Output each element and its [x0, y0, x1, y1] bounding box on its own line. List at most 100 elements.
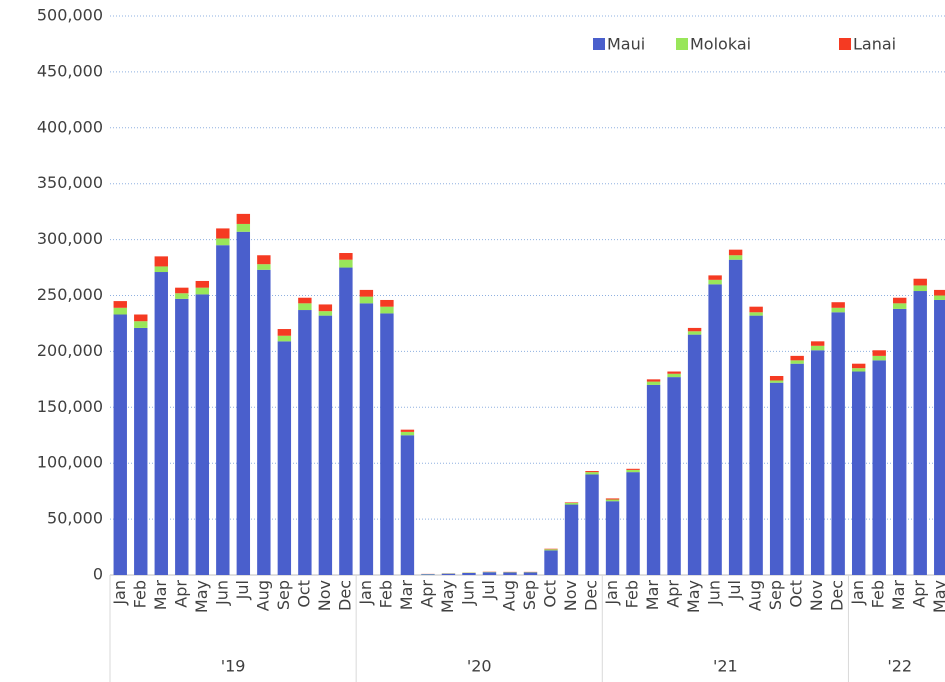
- x-tick-label: Dec: [582, 580, 601, 611]
- bar-segment: [893, 303, 907, 309]
- x-tick-label: Dec: [335, 580, 354, 611]
- bar-segment: [585, 472, 599, 475]
- y-tick-label: 400,000: [37, 117, 103, 136]
- bar-segment: [851, 368, 866, 372]
- bar-segment: [769, 382, 784, 575]
- bar-segment: [851, 363, 866, 369]
- bar-segment: [400, 429, 415, 432]
- bar-segment: [195, 294, 210, 575]
- bar-segment: [400, 435, 415, 575]
- bar-segment: [359, 289, 374, 297]
- bar-segment: [934, 299, 945, 575]
- x-tick-label: Jan: [356, 580, 375, 606]
- x-tick-label: May: [930, 580, 945, 613]
- y-tick-label: 450,000: [37, 61, 103, 80]
- bar-segment: [605, 499, 620, 502]
- bar-segment: [790, 360, 804, 364]
- bar-segment: [810, 341, 825, 346]
- bar-segment: [339, 259, 353, 268]
- bar-segment: [236, 223, 251, 232]
- legend-label: Lanai: [853, 35, 896, 54]
- y-tick-label: 350,000: [37, 173, 103, 192]
- bar-segment: [523, 572, 538, 575]
- x-tick-label: Sep: [766, 580, 785, 610]
- bar-segment: [913, 291, 927, 575]
- bar-segment: [728, 249, 743, 256]
- bar-segment: [749, 306, 763, 313]
- bar-segment: [626, 472, 640, 575]
- bar-segment: [380, 306, 394, 314]
- x-tick-label: Oct: [787, 580, 806, 608]
- x-tick-label: Feb: [869, 580, 888, 608]
- x-tick-label: May: [684, 580, 703, 613]
- bar-segment: [441, 573, 456, 575]
- legend-swatch: [676, 38, 688, 50]
- bar-segment: [216, 228, 230, 239]
- bar-segment: [626, 468, 640, 470]
- bar-segment: [934, 295, 945, 300]
- bar-segment: [544, 549, 558, 551]
- x-tick-label: Feb: [623, 580, 642, 608]
- bar-segment: [482, 572, 497, 575]
- x-tick-label: May: [192, 580, 211, 613]
- bar-segment: [893, 297, 907, 304]
- x-tick-label: Oct: [541, 580, 560, 608]
- x-tick-label: Jun: [212, 580, 231, 606]
- legend-label: Molokai: [690, 35, 751, 54]
- legend-label: Maui: [607, 35, 645, 54]
- y-tick-label: 50,000: [47, 509, 103, 528]
- bar-segment: [667, 377, 681, 575]
- bar-segment: [769, 380, 784, 383]
- bar-segment: [790, 355, 804, 361]
- x-tick-label: Feb: [130, 580, 149, 608]
- x-tick-label: Nov: [561, 580, 580, 611]
- x-tick-label: Mar: [151, 580, 170, 611]
- bar-segment: [687, 334, 702, 575]
- bar-segment: [831, 302, 845, 308]
- bar-segment: [113, 314, 127, 575]
- x-tick-label: Jul: [725, 580, 744, 600]
- x-tick-label: Apr: [910, 580, 929, 608]
- x-group-label: '22: [887, 657, 912, 676]
- bar-segment: [708, 275, 722, 280]
- bar-segment: [462, 572, 476, 575]
- bar-segment: [810, 350, 825, 575]
- bar-segment: [831, 307, 845, 313]
- x-tick-label: Sep: [520, 580, 539, 610]
- bar-segment: [646, 384, 661, 575]
- y-tick-label: 500,000: [37, 6, 103, 25]
- x-tick-label: Mar: [643, 580, 662, 611]
- bar-segment: [749, 315, 763, 575]
- x-tick-label: Jul: [479, 580, 498, 600]
- bar-segment: [154, 256, 168, 267]
- bar-segment: [831, 312, 845, 575]
- x-tick-label: Apr: [664, 580, 683, 608]
- x-group-label: '21: [713, 657, 738, 676]
- bar-segment: [113, 307, 127, 315]
- bar-segment: [318, 315, 333, 575]
- y-tick-label: 100,000: [37, 453, 103, 472]
- x-tick-label: Aug: [746, 580, 765, 611]
- x-tick-label: May: [438, 580, 457, 613]
- bar-segment: [503, 572, 517, 575]
- x-tick-label: Jun: [458, 580, 477, 606]
- bar-segment: [893, 308, 907, 575]
- bar-segment: [175, 298, 189, 575]
- bar-segment: [134, 321, 148, 328]
- bar-segment: [769, 375, 784, 381]
- legend-swatch: [839, 38, 851, 50]
- bar-segment: [175, 293, 189, 299]
- bar-segment: [564, 502, 579, 503]
- bar-segment: [728, 259, 743, 575]
- bar-segment: [318, 311, 333, 316]
- bar-segment: [298, 297, 312, 304]
- bar-segment: [195, 280, 210, 288]
- bar-segment: [605, 501, 620, 575]
- x-tick-label: Dec: [828, 580, 847, 611]
- bar-segment: [667, 373, 681, 378]
- bar-segment: [934, 289, 945, 296]
- x-tick-label: Mar: [889, 580, 908, 611]
- x-tick-label: Aug: [253, 580, 272, 611]
- bar-segment: [359, 303, 374, 575]
